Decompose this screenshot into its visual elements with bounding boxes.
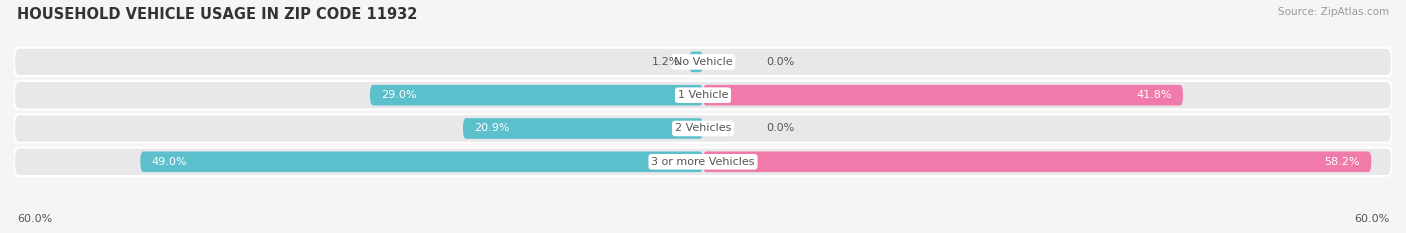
Text: 41.8%: 41.8%: [1136, 90, 1171, 100]
Legend: Owner-occupied, Renter-occupied: Owner-occupied, Renter-occupied: [589, 230, 817, 233]
Text: No Vehicle: No Vehicle: [673, 57, 733, 67]
Text: 60.0%: 60.0%: [17, 214, 52, 224]
Text: Source: ZipAtlas.com: Source: ZipAtlas.com: [1278, 7, 1389, 17]
FancyBboxPatch shape: [14, 48, 1392, 76]
FancyBboxPatch shape: [703, 151, 1371, 172]
FancyBboxPatch shape: [463, 118, 703, 139]
Text: HOUSEHOLD VEHICLE USAGE IN ZIP CODE 11932: HOUSEHOLD VEHICLE USAGE IN ZIP CODE 1193…: [17, 7, 418, 22]
Text: 60.0%: 60.0%: [1354, 214, 1389, 224]
FancyBboxPatch shape: [703, 85, 1182, 106]
Text: 20.9%: 20.9%: [474, 123, 510, 134]
FancyBboxPatch shape: [14, 114, 1392, 143]
Text: 1.2%: 1.2%: [651, 57, 681, 67]
FancyBboxPatch shape: [14, 148, 1392, 176]
Text: 3 or more Vehicles: 3 or more Vehicles: [651, 157, 755, 167]
FancyBboxPatch shape: [370, 85, 703, 106]
FancyBboxPatch shape: [689, 51, 703, 72]
Text: 29.0%: 29.0%: [381, 90, 418, 100]
Text: 0.0%: 0.0%: [766, 57, 794, 67]
Text: 58.2%: 58.2%: [1324, 157, 1360, 167]
Text: 1 Vehicle: 1 Vehicle: [678, 90, 728, 100]
Text: 2 Vehicles: 2 Vehicles: [675, 123, 731, 134]
Text: 0.0%: 0.0%: [766, 123, 794, 134]
Text: 49.0%: 49.0%: [152, 157, 187, 167]
FancyBboxPatch shape: [14, 81, 1392, 109]
FancyBboxPatch shape: [141, 151, 703, 172]
